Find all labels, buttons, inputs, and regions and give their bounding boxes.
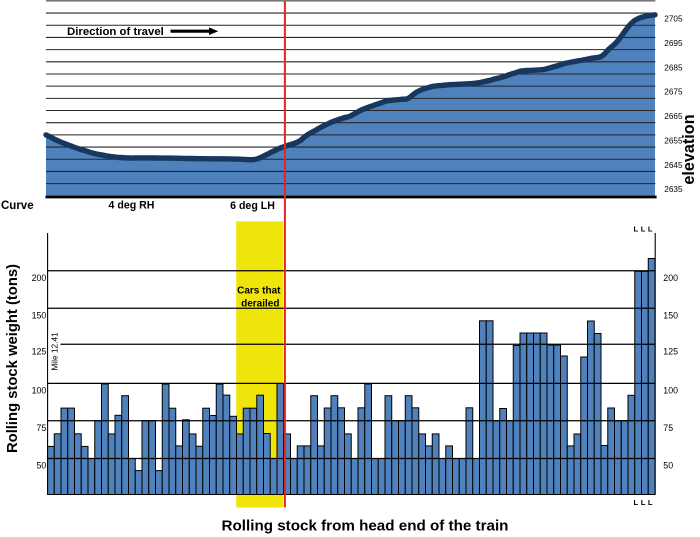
svg-text:L: L [634, 498, 639, 507]
svg-text:2645: 2645 [664, 161, 683, 170]
svg-text:2655: 2655 [664, 136, 683, 145]
svg-text:75: 75 [663, 423, 673, 433]
svg-text:L: L [648, 225, 653, 234]
svg-text:200: 200 [32, 273, 47, 283]
svg-text:Mile 12.41: Mile 12.41 [49, 332, 59, 371]
svg-text:100: 100 [663, 386, 678, 396]
svg-text:elevation: elevation [680, 114, 698, 184]
svg-text:derailed: derailed [241, 298, 279, 309]
svg-text:Cars that: Cars that [237, 286, 281, 297]
svg-text:Rolling stock weight (tons): Rolling stock weight (tons) [5, 264, 21, 453]
svg-text:2705: 2705 [664, 15, 683, 24]
svg-text:2635: 2635 [664, 185, 683, 194]
svg-text:L: L [641, 498, 646, 507]
svg-text:200: 200 [663, 273, 678, 283]
svg-text:L: L [634, 225, 639, 234]
svg-text:50: 50 [37, 461, 47, 471]
svg-text:Curve: Curve [1, 200, 34, 212]
svg-text:150: 150 [32, 311, 47, 321]
svg-text:2675: 2675 [664, 88, 683, 97]
svg-text:150: 150 [663, 311, 678, 321]
svg-text:100: 100 [32, 386, 47, 396]
svg-text:2695: 2695 [664, 39, 683, 48]
svg-text:2665: 2665 [664, 112, 683, 121]
svg-text:L: L [641, 225, 646, 234]
svg-text:75: 75 [37, 423, 47, 433]
svg-text:L: L [648, 498, 653, 507]
svg-text:Direction of travel: Direction of travel [67, 26, 164, 38]
svg-text:125: 125 [663, 347, 678, 357]
svg-text:6 deg LH: 6 deg LH [230, 200, 275, 212]
svg-text:2685: 2685 [664, 63, 683, 72]
svg-text:125: 125 [32, 347, 47, 357]
svg-text:4 deg RH: 4 deg RH [109, 199, 155, 211]
svg-text:Rolling stock from head end of: Rolling stock from head end of the train [222, 518, 509, 535]
svg-text:50: 50 [663, 461, 673, 471]
